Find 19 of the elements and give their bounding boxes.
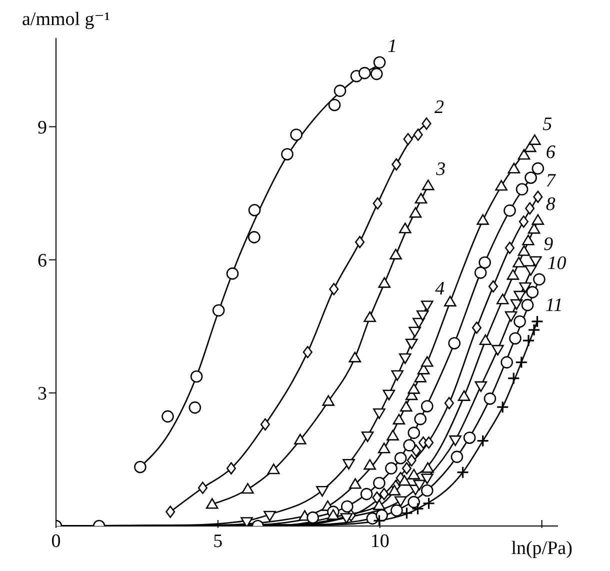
y-tick-label: 9 [38,117,47,138]
series-label: 5 [542,114,552,135]
series-label: 7 [546,170,557,192]
y-tick-label: 6 [38,250,47,272]
series-label: 3 [435,159,446,180]
series-label: 9 [544,234,554,256]
x-tick-label: 10 [370,531,390,552]
series-label: 10 [547,252,567,274]
y-tick-label: 3 [38,384,47,405]
x-tick-label: 5 [213,531,223,552]
series-label: 2 [434,97,445,118]
series-label: 8 [546,194,556,215]
series-label: 4 [435,278,446,300]
series-label: 6 [546,142,556,163]
series-label: 1 [388,36,398,57]
y-axis-title: a/mmol g⁻¹ [22,8,110,31]
x-axis-title: ln(p/Pa) [511,538,572,559]
series-label: 11 [545,294,563,316]
x-tick-label: 0 [51,531,61,552]
